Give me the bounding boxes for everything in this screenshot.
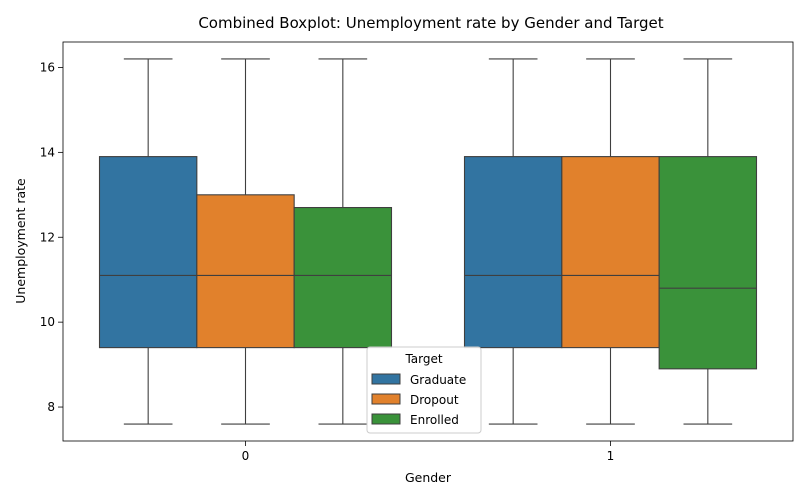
chart-title: Combined Boxplot: Unemployment rate by G…	[198, 14, 663, 32]
y-tick-label: 8	[47, 400, 55, 414]
plot-area	[62, 41, 794, 442]
legend-swatch-enrolled	[371, 413, 401, 425]
box-iqr	[463, 156, 563, 349]
legend-label-dropout: Dropout	[410, 393, 459, 407]
legend-title: Target	[404, 352, 442, 366]
box-iqr	[293, 206, 393, 349]
legend-label-enrolled: Enrolled	[410, 413, 459, 427]
x-tick-label: 1	[607, 449, 615, 463]
y-axis: 8 10 12 14 16	[40, 60, 63, 414]
legend-frame	[366, 346, 482, 434]
x-axis-label: Gender	[405, 470, 452, 485]
box-graduate-0	[98, 58, 198, 425]
y-tick-label: 10	[40, 315, 55, 329]
y-axis-label: Unemployment rate	[13, 178, 28, 304]
legend-items: Graduate Dropout Enrolled	[371, 373, 466, 427]
legend-swatch-graduate	[371, 373, 401, 385]
box-iqr	[561, 156, 660, 349]
box-enrolled-1	[658, 58, 758, 425]
x-tick-label: 0	[242, 449, 250, 463]
box-dropout-0	[196, 58, 295, 425]
box-group	[98, 58, 758, 425]
legend-label-graduate: Graduate	[410, 373, 466, 387]
box-dropout-1	[561, 58, 660, 425]
box-iqr	[98, 156, 198, 349]
y-tick-label: 14	[40, 145, 55, 159]
legend-swatch-dropout	[371, 393, 401, 405]
y-tick-label: 12	[40, 230, 55, 244]
y-tick-label: 16	[40, 60, 55, 74]
legend: Target Graduate Dropout Enrolled	[366, 346, 482, 434]
box-graduate-1	[463, 58, 563, 425]
box-iqr	[196, 194, 295, 349]
box-iqr	[658, 156, 758, 370]
box-enrolled-0	[293, 58, 393, 425]
